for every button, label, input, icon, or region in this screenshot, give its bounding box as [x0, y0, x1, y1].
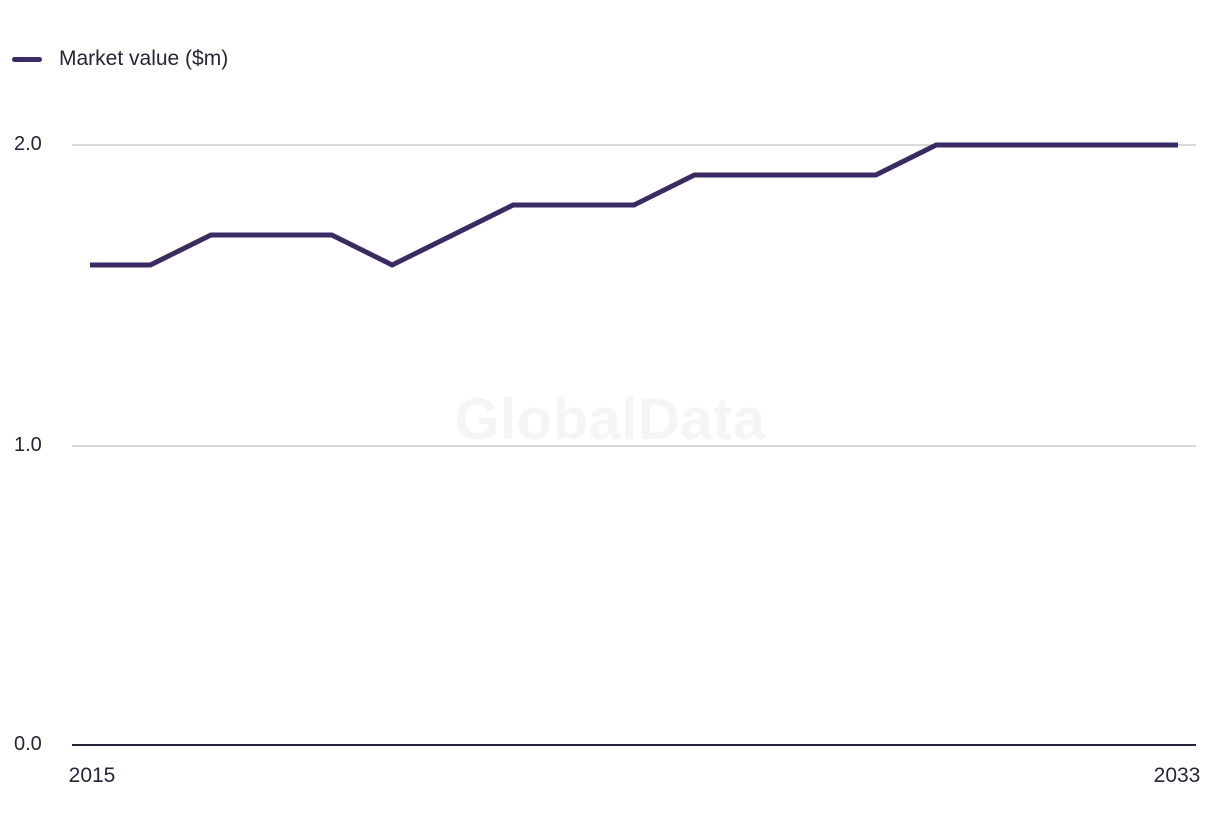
x-tick-label-2033: 2033	[1153, 764, 1201, 787]
y-tick-label-1: 1.0	[14, 434, 42, 456]
globaldata-watermark: GlobalData	[454, 387, 766, 452]
market-value-line	[90, 142, 1178, 268]
x-axis-line	[72, 744, 1196, 746]
gridline-1-0	[72, 445, 1196, 447]
y-tick-label-0: 0.0	[14, 733, 42, 755]
legend-label: Market value ($m)	[59, 47, 229, 70]
legend-item-market-value[interactable]: Market value ($m)	[12, 47, 228, 71]
y-tick-label-2: 2.0	[14, 133, 42, 155]
x-tick-label-2015: 2015	[68, 764, 116, 787]
gridline-2-0	[72, 144, 1196, 146]
legend-line-swatch	[12, 56, 42, 62]
